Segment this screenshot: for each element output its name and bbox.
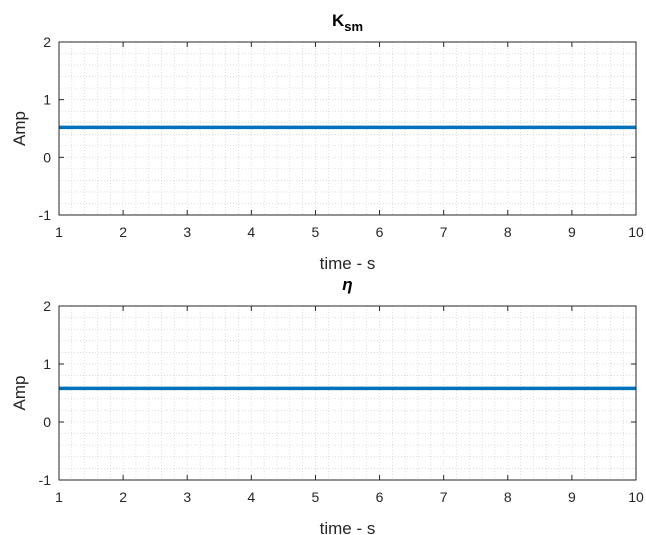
x-tick-label: 1 — [55, 489, 63, 505]
y-tick-label: 2 — [43, 34, 51, 50]
x-tick-label: 8 — [504, 489, 512, 505]
x-tick-label: 7 — [440, 489, 448, 505]
y-tick-label: -1 — [39, 207, 52, 223]
y-axis-label: Amp — [10, 376, 29, 411]
chart-title-main: K — [332, 11, 345, 30]
chart-title: Ksm — [332, 11, 363, 34]
x-tick-label: 8 — [504, 224, 512, 240]
x-tick-label: 7 — [440, 224, 448, 240]
x-tick-label: 1 — [55, 224, 63, 240]
y-tick-label: 0 — [43, 149, 51, 165]
x-tick-label: 4 — [247, 224, 255, 240]
x-tick-label: 2 — [119, 489, 127, 505]
chart-1: 1 2 3 4 5 6 7 8 9 10 -1 0 1 2 time - s Amp Ksm — [10, 11, 644, 273]
x-axis-label: time - s — [320, 519, 376, 535]
x-tick-label: 9 — [568, 489, 576, 505]
x-tick-label: 4 — [247, 489, 255, 505]
x-tick-label: 3 — [183, 489, 191, 505]
chart-title-main: η — [342, 275, 352, 294]
y-tick-label: 2 — [43, 298, 51, 314]
x-tick-label: 5 — [312, 489, 320, 505]
axes-box — [58, 305, 637, 481]
x-axis-label: time - s — [320, 254, 376, 273]
chart-2: 1 2 3 4 5 6 7 8 9 10 -1 0 1 2 time - s Amp η — [10, 275, 644, 535]
y-tick-label: 1 — [43, 356, 51, 372]
x-tick-label: 6 — [376, 224, 384, 240]
x-tick-label: 9 — [568, 224, 576, 240]
chart-title: η — [342, 275, 352, 294]
y-axis-label: Amp — [10, 111, 29, 146]
x-tick-label: 3 — [183, 224, 191, 240]
chart-title-subscript: sm — [344, 19, 363, 34]
x-tick-label: 2 — [119, 224, 127, 240]
x-tick-label: 10 — [628, 489, 644, 505]
x-tick-label: 10 — [628, 224, 644, 240]
axes-box — [58, 41, 637, 216]
y-tick-label: -1 — [39, 472, 52, 488]
plot-area — [59, 306, 636, 480]
x-tick-label: 6 — [376, 489, 384, 505]
x-tick-label: 5 — [312, 224, 320, 240]
y-tick-label: 0 — [43, 414, 51, 430]
y-tick-label: 1 — [43, 92, 51, 108]
